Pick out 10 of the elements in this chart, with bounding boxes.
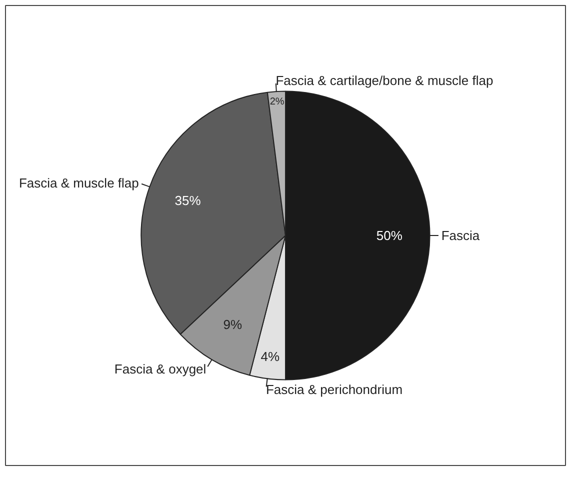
slice-label: Fascia & cartilage/bone & muscle flap	[276, 73, 494, 88]
slice-label: Fascia	[441, 228, 480, 243]
data-label: 50%	[376, 228, 403, 243]
data-label: 35%	[174, 192, 202, 208]
data-label: 2%	[270, 96, 284, 108]
slice-label: Fascia & oxygel	[114, 362, 206, 377]
slice-label: Fascia & muscle flap	[18, 175, 139, 190]
data-label: 9%	[223, 317, 242, 332]
slice-label: Fascia & perichondrium	[266, 382, 403, 398]
data-label: 4%	[260, 349, 280, 364]
